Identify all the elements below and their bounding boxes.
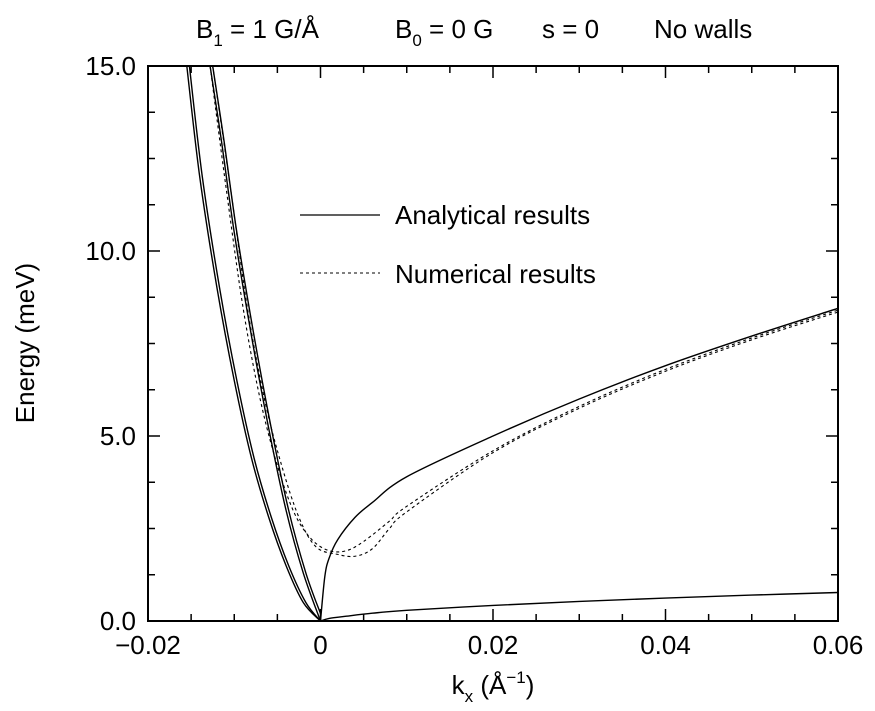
y-axis-title: Energy (meV) [10,263,40,423]
y-tick-label: 5.0 [100,421,136,451]
chart-title-b1: B1 = 1 G/Å [196,14,320,50]
chart-title-s: s = 0 [542,14,599,44]
x-axis-ticks: −0.02 0 0.02 0.04 0.06 [115,66,863,660]
analytical-curve-5 [320,591,838,621]
x-tick-label: 0.02 [468,630,519,660]
y-tick-label: 0.0 [100,606,136,636]
analytical-curve-3 [211,66,322,614]
y-tick-label: 15.0 [85,51,136,81]
analytical-curve-0 [186,66,322,621]
analytical-curve-1 [188,66,322,621]
chart-title-b0: B0 = 0 G [395,14,493,50]
numerical-curve-6 [209,66,838,553]
legend-label-numerical: Numerical results [395,259,596,289]
analytical-curve-4 [319,307,838,621]
x-tick-label: 0 [313,630,327,660]
x-tick-label: 0.04 [640,630,691,660]
legend: Analytical results Numerical results [300,200,596,289]
x-axis-title: kx (Å−1) [452,668,535,706]
numerical-curve-7 [212,66,838,558]
plot-frame [147,65,839,622]
legend-label-analytical: Analytical results [395,200,590,230]
analytical-curve-2 [209,66,322,621]
y-tick-label: 10.0 [85,236,136,266]
x-tick-label: −0.02 [115,630,181,660]
series-layer [186,66,838,621]
chart-title-walls: No walls [654,14,752,44]
x-tick-label: 0.06 [813,630,864,660]
